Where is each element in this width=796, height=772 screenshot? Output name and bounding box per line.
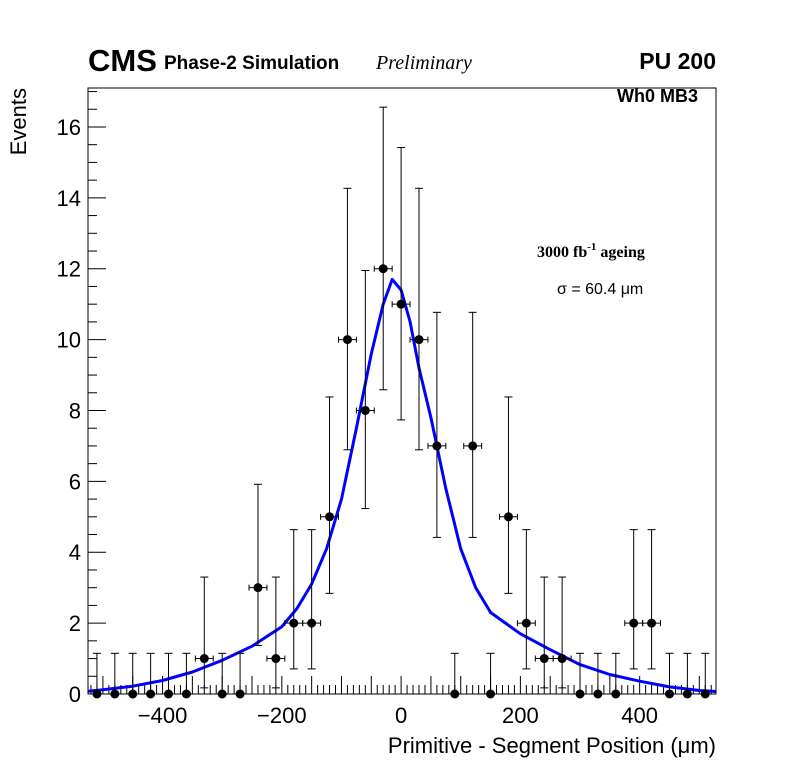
data-point: [409, 187, 429, 451]
x-axis-title: Primitive - Segment Position (μm): [388, 733, 716, 758]
data-marker: [503, 512, 513, 522]
data-point: [664, 652, 674, 699]
data-point: [373, 106, 393, 391]
data-point: [575, 652, 585, 699]
data-points-layer: [92, 106, 710, 699]
y-tick-label: 0: [69, 682, 81, 707]
data-marker: [325, 512, 335, 522]
y-tick-label: 6: [69, 469, 81, 494]
ageing-label: 3000 fb-1 ageing: [537, 241, 645, 261]
data-marker: [647, 618, 657, 628]
data-marker: [539, 654, 549, 664]
fit-curve-layer: [87, 277, 717, 693]
data-point: [355, 270, 375, 510]
data-point: [499, 396, 518, 594]
y-tick-label: 4: [69, 540, 81, 565]
x-tick-label: 0: [395, 703, 407, 728]
data-point: [427, 311, 447, 538]
data-marker: [557, 654, 567, 664]
y-tick-label: 16: [57, 115, 81, 140]
x-tick-label: 200: [502, 703, 539, 728]
sigma-label: σ = 60.4 μm: [557, 281, 643, 298]
data-point: [534, 576, 554, 689]
cms-label: CMS: [88, 43, 157, 78]
data-marker: [307, 618, 317, 628]
data-marker: [289, 618, 299, 628]
tick-labels: −400 −200 0 200 400 0 2 4 6 8 10 12 14 16: [57, 115, 659, 728]
y-tick-label: 10: [57, 328, 81, 353]
data-point: [337, 187, 357, 451]
data-marker: [378, 264, 388, 274]
ageing-suffix: ageing: [596, 244, 644, 261]
data-point: [516, 529, 536, 670]
data-point: [391, 147, 411, 421]
y-tick-label: 14: [57, 186, 81, 211]
fit-curve: [87, 277, 717, 693]
data-point: [248, 483, 268, 647]
data-point: [463, 311, 483, 538]
data-marker: [396, 299, 406, 309]
data-marker: [521, 618, 531, 628]
y-axis-title: Events: [6, 88, 31, 155]
y-tick-label: 8: [69, 398, 81, 423]
data-point: [700, 652, 710, 699]
data-marker: [342, 335, 352, 345]
data-point: [302, 529, 322, 670]
data-point: [682, 652, 692, 699]
data-marker: [414, 335, 424, 345]
data-point: [552, 576, 572, 689]
y-tick-label: 12: [57, 257, 81, 282]
data-point: [128, 652, 138, 699]
plot-frame: [87, 87, 717, 695]
simulation-label: Phase-2 Simulation: [164, 53, 339, 74]
x-tick-label: −400: [138, 703, 188, 728]
data-marker: [360, 405, 370, 415]
region-label: Wh0 MB3: [617, 86, 698, 106]
x-tick-label: −200: [257, 703, 307, 728]
data-point: [593, 652, 603, 699]
data-point: [486, 652, 496, 699]
data-point: [320, 396, 339, 594]
data-point: [110, 652, 120, 699]
data-point: [450, 652, 460, 699]
data-marker: [432, 441, 442, 451]
x-tick-label: 400: [621, 703, 658, 728]
y-tick-label: 2: [69, 611, 81, 636]
data-point: [146, 652, 156, 699]
ageing-exponent: -1: [587, 241, 596, 253]
data-point: [164, 652, 174, 699]
data-point: [235, 652, 245, 699]
preliminary-label: Preliminary: [375, 52, 472, 74]
data-point: [624, 529, 644, 670]
data-marker: [199, 654, 209, 664]
data-marker: [468, 441, 478, 451]
data-marker: [253, 583, 263, 593]
axes-ticks: [88, 91, 712, 695]
data-point: [284, 529, 304, 670]
data-point: [194, 576, 214, 689]
ageing-main: 3000 fb: [537, 244, 587, 261]
data-marker: [271, 654, 281, 664]
data-point: [266, 576, 286, 689]
pileup-label: PU 200: [639, 48, 716, 74]
data-point: [642, 529, 662, 670]
data-marker: [629, 618, 639, 628]
